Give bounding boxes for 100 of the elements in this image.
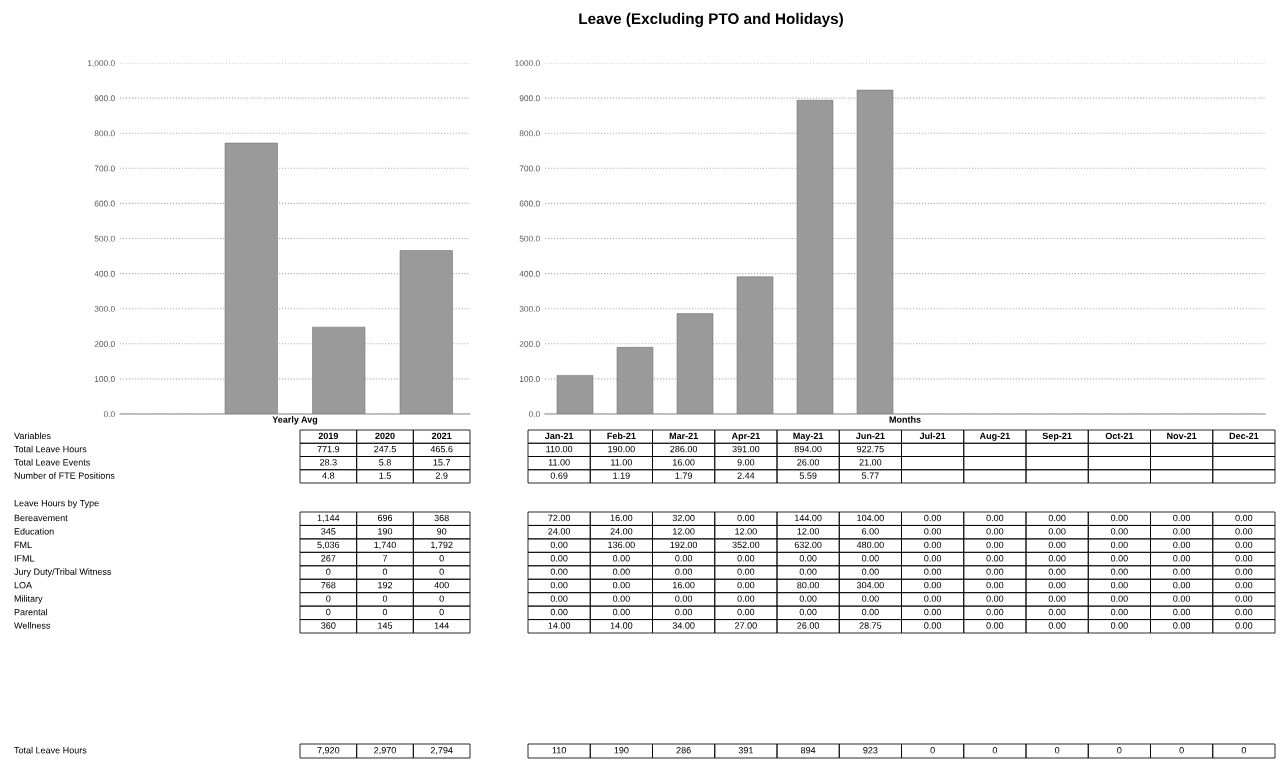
text: 0.00 (986, 608, 1004, 616)
text: 145 (378, 622, 393, 629)
text: 0 (439, 608, 444, 616)
text: 0.00 (986, 622, 1004, 629)
text: 0.00 (1110, 555, 1128, 562)
text: 0.00 (924, 608, 942, 616)
y-tick-label: 600.0 (519, 200, 540, 207)
text: 0.00 (1173, 568, 1191, 575)
text: 0.00 (986, 514, 1004, 522)
category-label: Number of FTE Positions (14, 472, 115, 479)
text: 0.00 (1173, 514, 1191, 522)
text: 304.00 (856, 581, 884, 589)
text: 0 (1117, 747, 1122, 754)
text: 923 (863, 747, 878, 754)
text: 5.59 (799, 472, 817, 479)
text: 0.00 (1048, 622, 1066, 629)
x-axis-title: Yearly Avg (272, 416, 318, 425)
y-tick-label: 100.0 (94, 376, 115, 382)
category-label: Sep-21 (1042, 432, 1072, 441)
text: 0 (326, 608, 331, 616)
text: 24.00 (548, 528, 571, 535)
text: 0.00 (861, 608, 879, 616)
text: 32.00 (672, 514, 695, 522)
text: 0.00 (612, 608, 630, 616)
text: 771.9 (317, 445, 340, 453)
category-label: 2020 (375, 432, 395, 440)
x-axis-title: Months (889, 416, 921, 423)
text: 26.00 (797, 622, 820, 629)
text: 0 (992, 747, 998, 754)
text: 1,144 (317, 514, 340, 523)
text: 0.00 (1235, 514, 1253, 522)
y-tick-label: 0.0 (103, 411, 115, 418)
y-tick-label: 700.0 (94, 165, 115, 172)
text: 0.00 (550, 568, 568, 575)
text: 0.00 (1235, 581, 1253, 589)
text: 0.00 (612, 555, 630, 562)
text: 0.00 (1110, 581, 1128, 589)
category-label: Total Leave Hours (14, 746, 87, 754)
text: 0.00 (1235, 568, 1253, 575)
y-tick-label: 500.0 (94, 235, 115, 242)
text: 0.00 (986, 581, 1004, 589)
text: 0 (439, 555, 444, 562)
text: 0.00 (612, 581, 630, 589)
text: 144 (434, 622, 449, 629)
category-label: Wellness (14, 622, 51, 629)
bar (676, 313, 714, 414)
text: 0 (382, 568, 388, 575)
category-label: Feb-21 (607, 432, 636, 440)
text: 0.00 (986, 528, 1004, 535)
text: 0 (326, 595, 331, 602)
text: 144.00 (795, 514, 822, 522)
text: 0.00 (1235, 595, 1253, 602)
text: 352.00 (732, 541, 760, 549)
text: 696 (377, 514, 393, 522)
text: 0.00 (1110, 608, 1128, 616)
text: 0.00 (1048, 528, 1066, 535)
y-tick-label: 400.0 (519, 270, 540, 277)
text: 0.00 (861, 595, 879, 602)
y-tick-label: 0.0 (528, 411, 540, 418)
text: 0.00 (1110, 541, 1128, 549)
text: 0.00 (799, 568, 817, 575)
bar (616, 347, 654, 414)
text: 9.00 (737, 459, 755, 466)
category-label: May-21 (793, 432, 824, 441)
y-tick-label: 1000.0 (515, 60, 540, 67)
category-label: Nov-21 (1167, 432, 1197, 440)
text: 400 (434, 581, 449, 589)
category-label: Jun-21 (855, 432, 885, 440)
text: 0.00 (924, 568, 942, 575)
text: 922.75 (856, 445, 884, 453)
category-label: Jul-21 (919, 432, 946, 440)
text: 0.00 (799, 555, 817, 562)
text: 0.00 (737, 514, 755, 522)
text: 190.00 (608, 445, 635, 453)
y-tick-label: 100.0 (519, 376, 540, 382)
text: 1.79 (675, 472, 692, 479)
text: 894 (800, 747, 816, 754)
category-label: Total Leave Hours (14, 445, 87, 453)
text: 391 (738, 747, 753, 754)
text: 0.00 (1110, 595, 1128, 602)
category-label: Bereavement (14, 514, 68, 522)
text: 0.00 (675, 568, 693, 575)
y-tick-label: 300.0 (519, 305, 540, 312)
text: 0 (382, 595, 388, 602)
text: 110 (552, 747, 566, 754)
text: 7 (382, 555, 388, 562)
text: 16.00 (673, 581, 695, 589)
text: 0.00 (924, 581, 942, 589)
text: 0.00 (924, 514, 942, 522)
text: Leave Hours by Type (14, 499, 99, 509)
text: 5.77 (861, 472, 879, 479)
text: 0.00 (550, 608, 568, 616)
text: 0 (1054, 747, 1060, 754)
category-label: 2021 (431, 432, 452, 440)
text: 480.00 (856, 541, 884, 549)
y-tick-label: 500.0 (519, 235, 540, 242)
text: 0.00 (924, 622, 942, 629)
text: 190 (614, 747, 629, 754)
text: 1,740 (374, 541, 396, 550)
text: 0.00 (1048, 514, 1066, 522)
